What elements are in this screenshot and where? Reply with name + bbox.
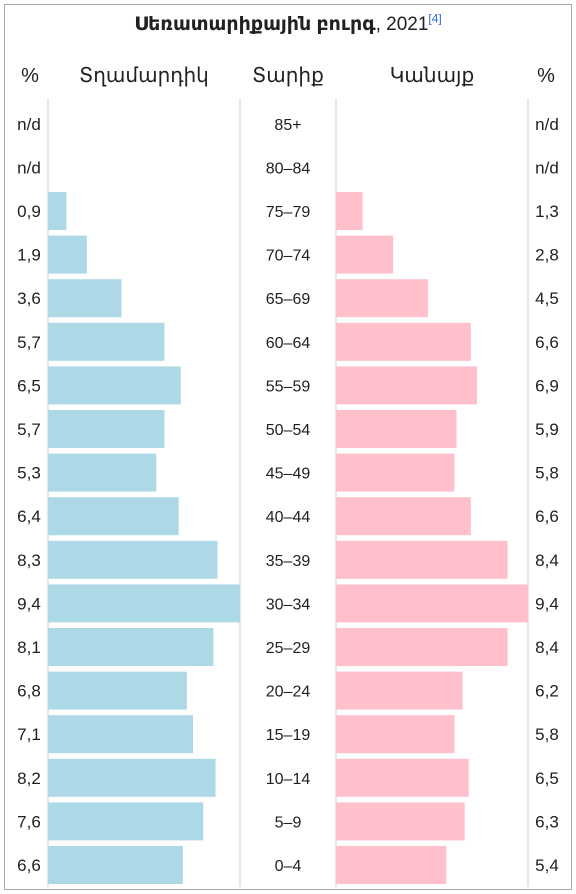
- female-percent-label: 2,8: [535, 246, 559, 265]
- male-bar: [48, 366, 181, 405]
- female-percent-label: 5,8: [535, 464, 559, 483]
- male-bar: [48, 192, 67, 230]
- male-percent-label: n/d: [17, 115, 41, 134]
- male-bar: [48, 671, 187, 710]
- header-age: Տարիք: [252, 65, 324, 87]
- female-bar: [336, 497, 471, 536]
- female-percent-label: n/d: [535, 115, 559, 134]
- age-group-label: 40–44: [266, 509, 311, 526]
- male-percent-label: 7,1: [17, 725, 41, 744]
- female-bar: [336, 540, 508, 579]
- male-bar: [48, 497, 179, 536]
- female-percent-label: 6,3: [535, 812, 559, 831]
- chart-title: Սեռատարիքային բուրգ, 2021[4]: [0, 12, 576, 38]
- male-percent-label: 8,3: [17, 551, 41, 570]
- male-percent-label: 9,4: [17, 594, 41, 613]
- age-group-label: 80–84: [266, 160, 311, 177]
- female-bar: [336, 410, 457, 448]
- male-bar: [48, 758, 216, 797]
- male-percent-label: 5,3: [17, 464, 41, 483]
- age-group-label: 60–64: [266, 335, 311, 352]
- female-percent-label: 6,6: [535, 333, 559, 352]
- age-group-label: 55–59: [266, 378, 311, 395]
- female-bar: [336, 671, 463, 710]
- male-percent-label: 0,9: [17, 202, 41, 221]
- male-bar: [48, 584, 240, 623]
- title-reference-link[interactable]: [4]: [428, 11, 442, 26]
- age-group-label: 85+: [274, 117, 301, 134]
- title-year: , 2021: [375, 14, 429, 35]
- age-group-label: 20–24: [266, 684, 311, 701]
- female-percent-label: 6,9: [535, 376, 559, 395]
- male-bar: [48, 410, 165, 448]
- female-bar: [336, 192, 363, 230]
- male-bar: [48, 628, 214, 666]
- female-bar: [336, 279, 428, 318]
- male-percent-label: 8,2: [17, 769, 41, 788]
- male-percent-label: 6,6: [17, 856, 41, 875]
- male-bar: [48, 846, 183, 884]
- female-bar: [336, 802, 465, 841]
- male-percent-label: 5,7: [17, 333, 41, 352]
- female-percent-label: 6,2: [535, 682, 559, 701]
- male-bar: [48, 715, 194, 754]
- male-percent-label: 6,4: [17, 507, 41, 526]
- male-bar: [48, 802, 204, 841]
- age-group-label: 30–34: [266, 596, 311, 613]
- female-bar: [336, 628, 508, 666]
- age-group-label: 35–39: [266, 553, 311, 570]
- female-bar: [336, 366, 477, 405]
- age-group-label: 15–19: [266, 727, 311, 744]
- male-percent-label: 6,5: [17, 376, 41, 395]
- female-percent-label: 5,4: [535, 856, 559, 875]
- female-bar: [336, 322, 471, 361]
- female-bar: [336, 584, 528, 623]
- age-group-label: 5–9: [275, 814, 302, 831]
- header-female: Կանայք: [389, 65, 475, 87]
- male-percent-label: 3,6: [17, 289, 41, 308]
- age-group-label: 10–14: [266, 771, 311, 788]
- female-bar: [336, 758, 469, 797]
- female-percent-label: 1,3: [535, 202, 559, 221]
- female-percent-label: 5,9: [535, 420, 559, 439]
- male-bar: [48, 540, 218, 579]
- age-group-label: 70–74: [266, 248, 311, 265]
- header-male-percent: %: [21, 65, 39, 87]
- age-group-label: 0–4: [275, 858, 302, 875]
- female-percent-label: 4,5: [535, 289, 559, 308]
- male-percent-label: 8,1: [17, 638, 41, 657]
- age-group-label: 65–69: [266, 291, 311, 308]
- male-percent-label: 5,7: [17, 420, 41, 439]
- female-bar: [336, 846, 447, 884]
- header-male: Տղամարդիկ: [79, 65, 209, 87]
- female-percent-label: 8,4: [535, 638, 559, 657]
- title-main: Սեռատարիքային բուրգ: [134, 14, 376, 35]
- female-percent-label: 6,5: [535, 769, 559, 788]
- female-bar: [336, 235, 394, 274]
- male-bar: [48, 322, 165, 361]
- female-bar: [336, 453, 455, 492]
- male-bar: [48, 235, 87, 274]
- age-group-label: 50–54: [266, 422, 311, 439]
- age-group-label: 45–49: [266, 466, 311, 483]
- male-percent-label: n/d: [17, 158, 41, 177]
- female-percent-label: 8,4: [535, 551, 559, 570]
- female-percent-label: 5,8: [535, 725, 559, 744]
- male-percent-label: 6,8: [17, 682, 41, 701]
- header-female-percent: %: [537, 65, 555, 87]
- male-percent-label: 1,9: [17, 246, 41, 265]
- male-bar: [48, 279, 122, 318]
- female-percent-label: 9,4: [535, 594, 559, 613]
- female-bar: [336, 715, 455, 754]
- female-percent-label: 6,6: [535, 507, 559, 526]
- male-bar: [48, 453, 157, 492]
- age-group-label: 25–29: [266, 640, 311, 657]
- male-percent-label: 7,6: [17, 812, 41, 831]
- age-group-label: 75–79: [266, 204, 311, 221]
- female-percent-label: n/d: [535, 158, 559, 177]
